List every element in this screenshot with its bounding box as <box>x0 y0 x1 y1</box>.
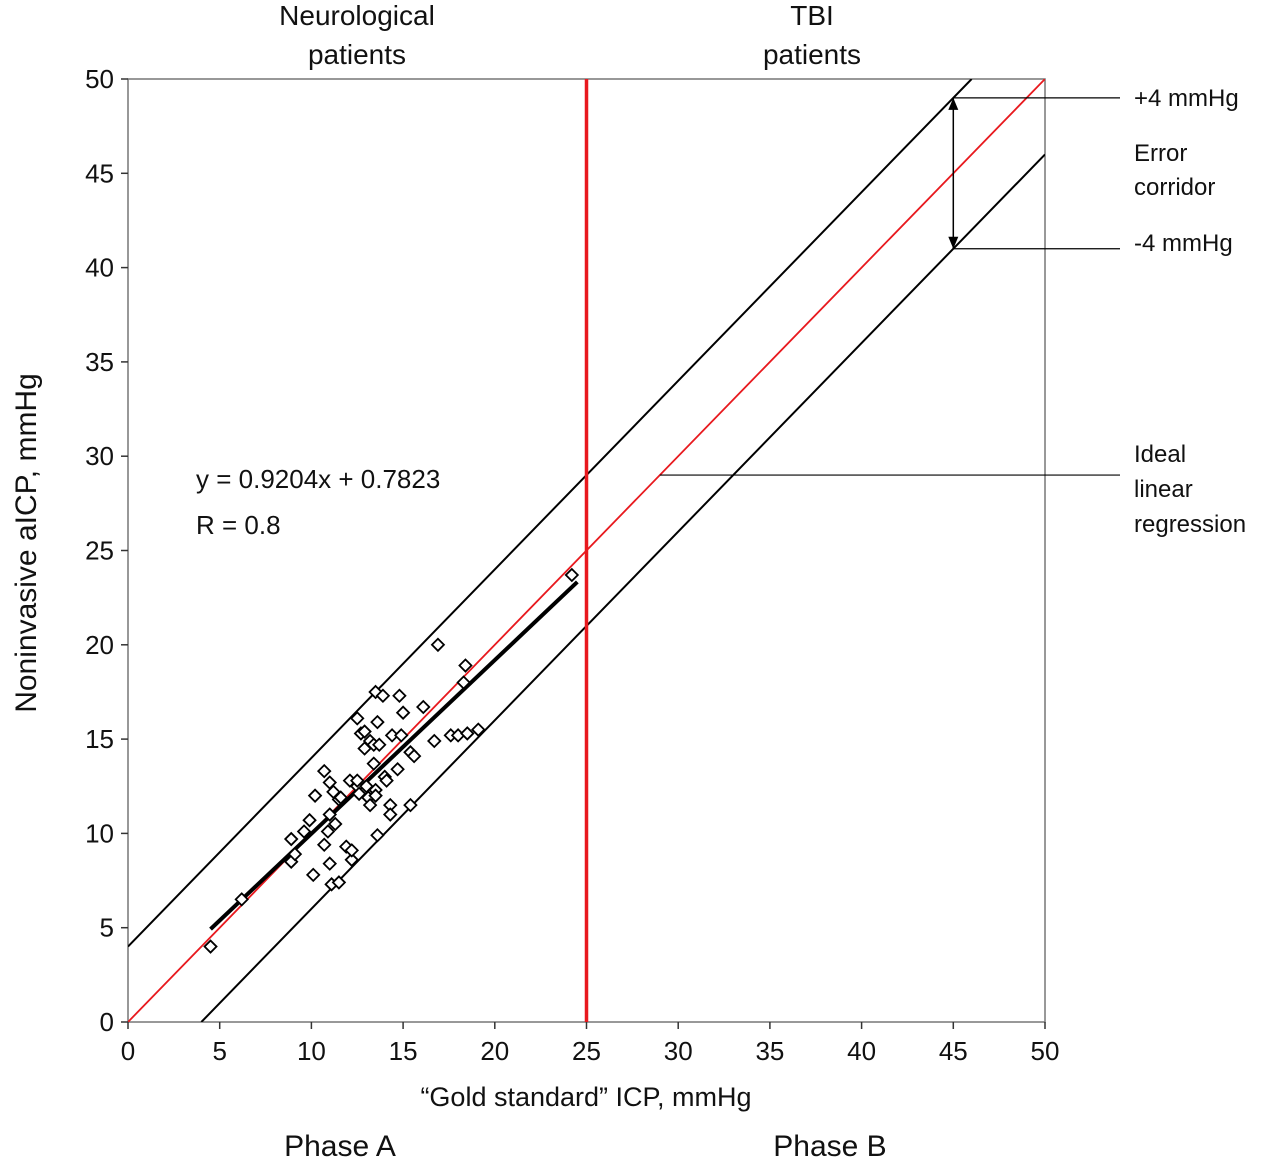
data-point <box>368 788 383 803</box>
data-point <box>320 824 336 839</box>
data-point <box>344 852 360 868</box>
x-tick-label: 25 <box>572 1036 601 1066</box>
data-point <box>307 788 323 803</box>
top-label-neuro-1: Neurological <box>279 0 435 31</box>
data-point <box>406 748 422 764</box>
fitted-regression-line <box>209 580 579 931</box>
data-point <box>427 733 442 749</box>
x-tick-label: 35 <box>755 1036 784 1066</box>
data-point <box>287 846 303 862</box>
data-point <box>234 892 249 907</box>
data-point <box>471 722 486 737</box>
ideal-label-3: regression <box>1134 511 1246 538</box>
upper-corridor-line <box>128 79 973 948</box>
data-point <box>316 763 332 779</box>
data-point <box>370 828 385 843</box>
y-tick-label: 20 <box>85 630 114 660</box>
top-label-neuro-2: patients <box>308 39 406 70</box>
corridor-label-2: corridor <box>1134 174 1215 201</box>
lower-corridor-line <box>200 153 1045 1022</box>
data-point <box>203 939 218 954</box>
data-point <box>357 724 372 739</box>
y-tick-label: 45 <box>85 158 114 188</box>
y-tick-label: 40 <box>85 253 114 283</box>
arrow-up-head-icon <box>948 97 959 110</box>
data-point <box>458 658 473 673</box>
x-tick-label: 30 <box>664 1036 693 1066</box>
data-point <box>370 714 385 730</box>
phase-b-label: Phase B <box>773 1130 886 1163</box>
data-point <box>322 807 338 822</box>
data-point <box>393 728 409 743</box>
x-tick-label: 45 <box>939 1036 968 1066</box>
y-tick-label: 15 <box>85 724 114 754</box>
x-tick-label: 15 <box>389 1036 418 1066</box>
corridor-label-1: Error <box>1134 140 1187 167</box>
top-label-tbi-1: TBI <box>790 0 834 31</box>
data-point <box>331 875 347 890</box>
data-point <box>349 711 365 726</box>
data-point <box>430 637 446 653</box>
data-point <box>403 797 418 813</box>
top-label-tbi-2: patients <box>763 39 861 70</box>
x-tick-label: 5 <box>212 1036 226 1066</box>
minus-4-label: -4 mmHg <box>1134 230 1233 257</box>
data-point <box>371 737 387 753</box>
x-tick-label: 20 <box>480 1036 509 1066</box>
y-axis-label: Noninvasive aICP, mmHg <box>10 373 43 713</box>
arrow-down-head-icon <box>948 236 959 249</box>
data-point <box>349 773 365 788</box>
data-point <box>379 773 394 788</box>
y-tick-label: 30 <box>85 441 114 471</box>
y-tick-label: 0 <box>100 1007 114 1037</box>
y-tick-label: 50 <box>85 64 114 94</box>
data-point <box>305 867 321 883</box>
y-tick-label: 35 <box>85 347 114 377</box>
y-tick-label: 25 <box>85 536 114 566</box>
y-tick-label: 5 <box>100 913 114 943</box>
x-tick-label: 40 <box>847 1036 876 1066</box>
data-point <box>395 705 411 720</box>
data-point <box>416 699 431 715</box>
data-point <box>283 831 299 847</box>
data-point <box>327 816 343 832</box>
y-tick-label: 10 <box>85 818 114 848</box>
x-tick-label: 10 <box>297 1036 326 1066</box>
ideal-label-2: linear <box>1134 476 1193 503</box>
data-point <box>392 688 407 703</box>
data-point <box>333 790 349 805</box>
regression-equation: y = 0.9204x + 0.7823 <box>196 464 440 494</box>
x-axis-label: “Gold standard” ICP, mmHg <box>420 1082 751 1112</box>
x-tick-label: 50 <box>1031 1036 1060 1066</box>
data-point <box>316 837 332 852</box>
data-point <box>390 762 405 777</box>
data-point <box>362 797 378 813</box>
r-value: R = 0.8 <box>196 510 281 540</box>
data-point <box>375 688 391 703</box>
phase-a-label: Phase A <box>284 1130 396 1163</box>
data-point <box>296 824 312 839</box>
data-point <box>460 726 475 741</box>
data-point <box>344 843 360 858</box>
ideal-label-1: Ideal <box>1134 441 1186 468</box>
x-tick-label: 0 <box>121 1036 135 1066</box>
data-point <box>382 807 398 822</box>
data-point <box>564 567 580 583</box>
plus-4-label: +4 mmHg <box>1134 85 1239 112</box>
data-point <box>366 756 382 771</box>
data-point <box>302 812 317 828</box>
data-point <box>456 675 471 690</box>
data-point <box>322 856 338 871</box>
